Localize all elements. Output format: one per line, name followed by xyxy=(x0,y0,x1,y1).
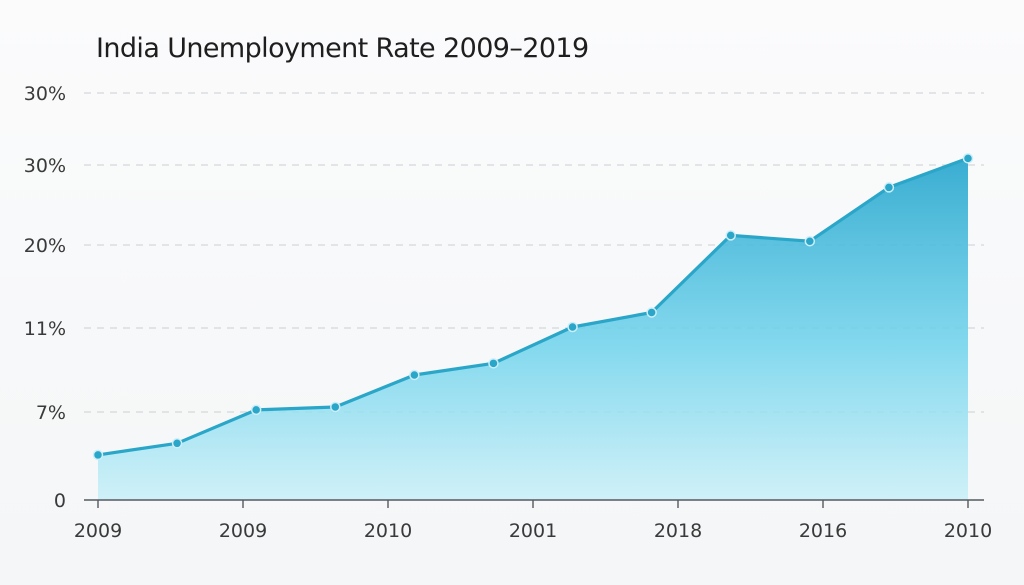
chart-title: India Unemployment Rate 2009–2019 xyxy=(96,33,589,64)
x-tick-label: 2010 xyxy=(944,520,992,542)
axes xyxy=(84,499,984,508)
area-fill xyxy=(98,158,968,501)
x-tick-label: 2001 xyxy=(509,520,557,542)
y-tick-label: 30% xyxy=(24,83,66,105)
data-point xyxy=(804,235,816,247)
data-point xyxy=(883,182,895,193)
data-point xyxy=(171,438,183,449)
y-tick-label: 20% xyxy=(24,235,66,257)
data-point xyxy=(330,401,341,413)
data-point xyxy=(250,404,262,416)
data-point xyxy=(567,321,578,333)
x-tick-label: 2009 xyxy=(219,520,267,542)
x-tick-label: 2016 xyxy=(799,520,847,542)
data-point xyxy=(646,307,657,318)
data-point xyxy=(962,153,974,164)
x-tick-label: 2010 xyxy=(364,520,412,542)
data-point xyxy=(92,449,104,461)
grid-lines xyxy=(84,92,984,413)
y-axis-labels: 0 7% 11% 20% 30% 30% xyxy=(24,83,66,512)
x-tick-label: 2018 xyxy=(654,520,702,542)
x-axis-labels: 2009 2009 2010 2001 2018 2016 2010 xyxy=(74,520,992,542)
y-tick-label: 30% xyxy=(24,155,66,177)
area-layer xyxy=(97,156,969,501)
y-tick-label: 0 xyxy=(54,490,66,512)
y-tick-label: 11% xyxy=(24,318,66,340)
y-tick-label: 7% xyxy=(36,402,66,424)
data-point xyxy=(409,369,420,381)
series-line xyxy=(97,156,969,457)
data-points xyxy=(92,153,974,461)
data-point xyxy=(488,358,499,369)
x-tick-label: 2009 xyxy=(74,520,122,542)
data-point xyxy=(725,230,736,241)
